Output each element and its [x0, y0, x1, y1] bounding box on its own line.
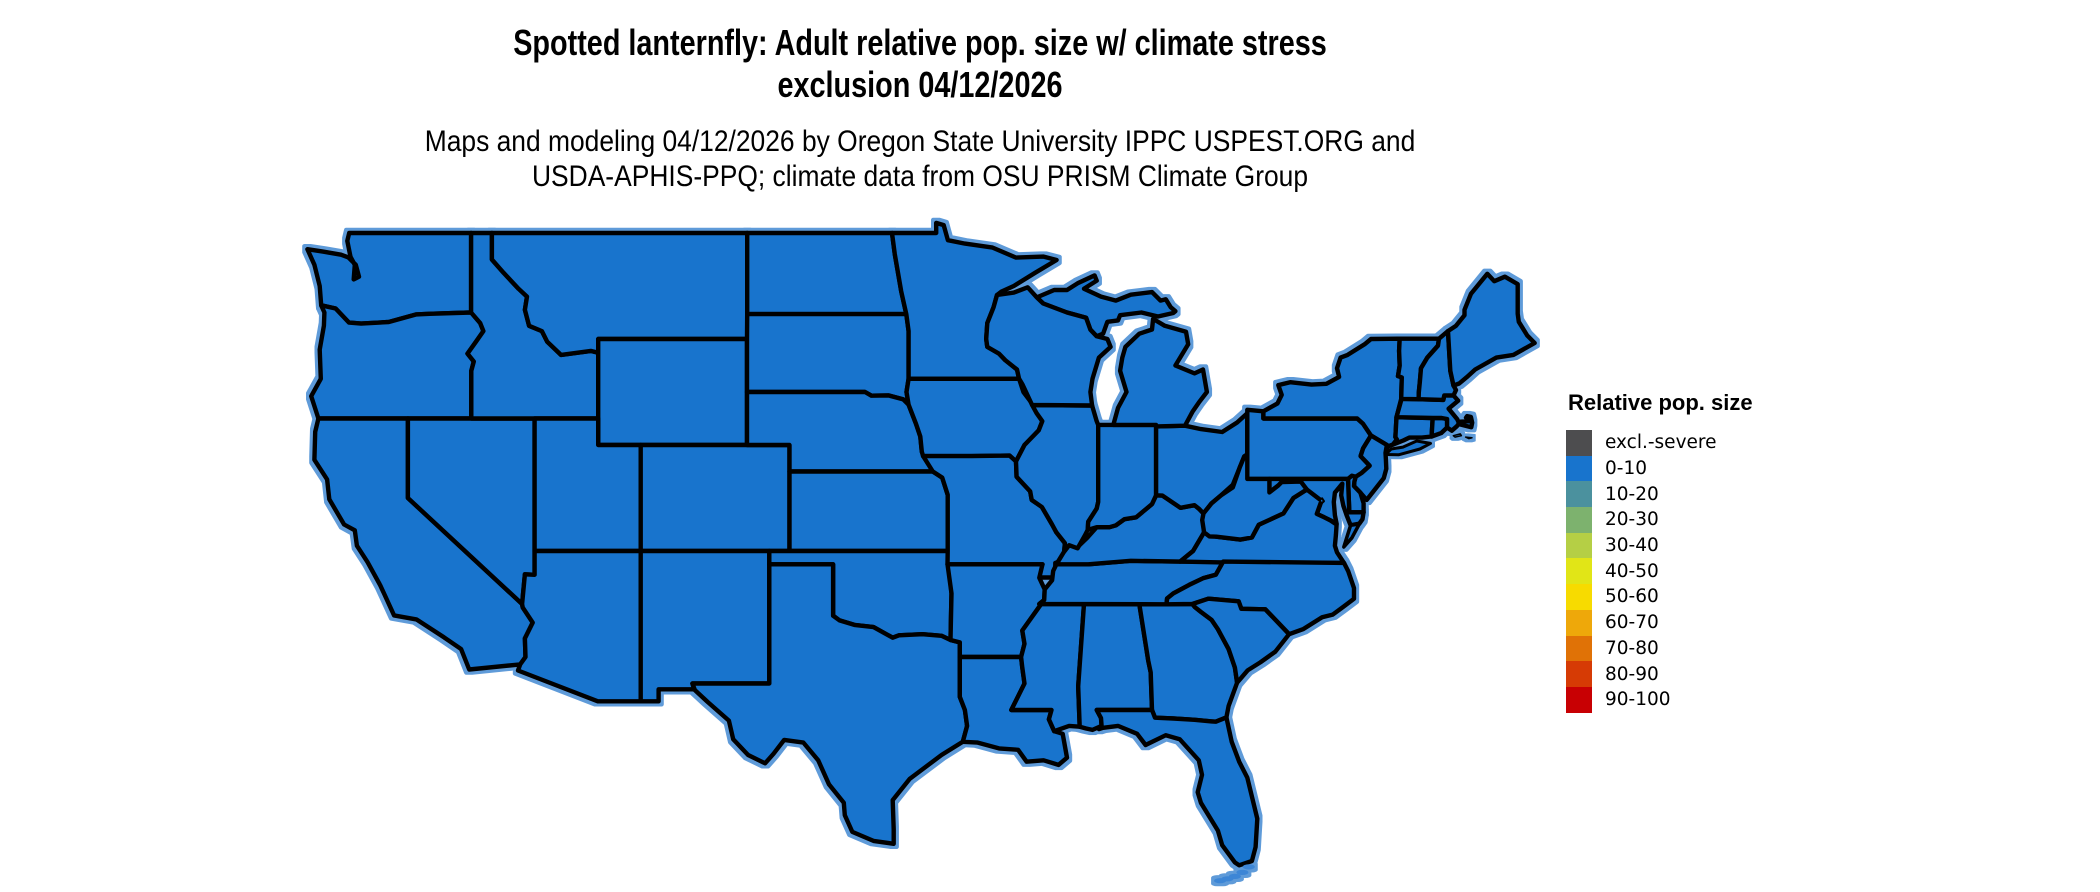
legend-item: 80-90: [1566, 661, 1753, 687]
legend-label: 20-30: [1605, 509, 1659, 531]
legend-swatch: [1566, 558, 1592, 585]
legend-swatch: [1566, 686, 1592, 713]
legend-label: 90-100: [1605, 689, 1671, 711]
legend-label: 70-80: [1605, 637, 1659, 659]
legend-item: 70-80: [1566, 635, 1753, 662]
legend-swatch: [1566, 455, 1592, 482]
legend-swatch: [1566, 635, 1592, 662]
legend-label: 60-70: [1605, 612, 1659, 634]
legend-title: Relative pop. size: [1568, 390, 1753, 415]
land-layer: [307, 223, 1534, 883]
legend-item: 40-50: [1566, 558, 1753, 585]
legend-label: 50-60: [1605, 586, 1659, 608]
legend-label: 80-90: [1605, 663, 1659, 685]
legend-label: 10-20: [1605, 483, 1659, 505]
legend-swatch: [1566, 609, 1592, 636]
legend-item: 90-100: [1566, 686, 1753, 713]
legend: Relative pop. size excl.-severe 0-10 10-20…: [1566, 390, 1753, 713]
legend-swatch: [1566, 584, 1592, 610]
legend-label: 0-10: [1605, 458, 1647, 480]
legend-label: 30-40: [1605, 535, 1659, 557]
legend-item: 10-20: [1566, 481, 1753, 508]
legend-label: 40-50: [1605, 560, 1659, 582]
legend-item: 0-10: [1566, 455, 1753, 482]
legend-item: 20-30: [1566, 507, 1753, 533]
legend-item: excl.-severe: [1566, 430, 1753, 456]
legend-swatch: [1566, 532, 1592, 559]
legend-swatch: [1566, 481, 1592, 508]
legend-swatch: [1566, 430, 1592, 456]
legend-item: 60-70: [1566, 609, 1753, 636]
legend-swatch: [1566, 507, 1592, 533]
legend-item: 30-40: [1566, 532, 1753, 559]
legend-label: excl.-severe: [1605, 432, 1717, 454]
legend-swatch: [1566, 661, 1592, 687]
legend-rows: excl.-severe 0-10 10-20 20-30 30-40 40-50 50-6…: [1566, 430, 1753, 713]
legend-item: 50-60: [1566, 584, 1753, 610]
